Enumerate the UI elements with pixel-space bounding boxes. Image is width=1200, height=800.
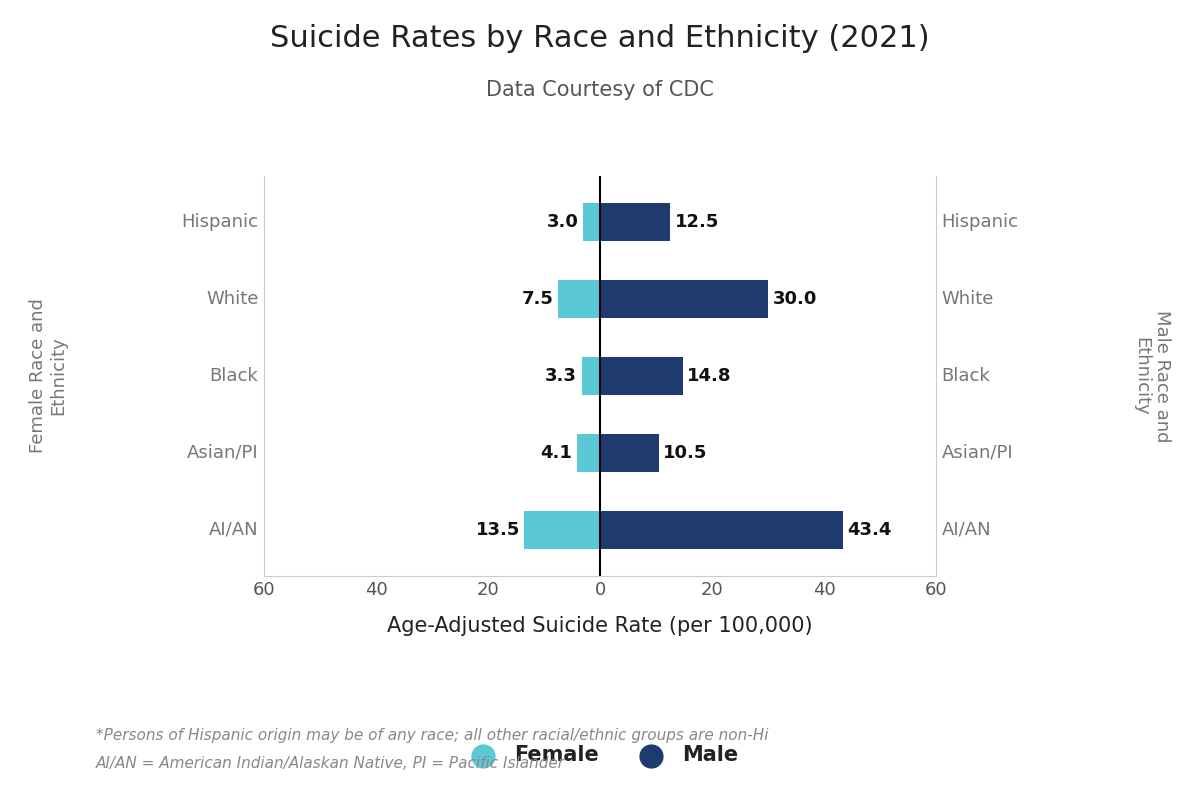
X-axis label: Age-Adjusted Suicide Rate (per 100,000): Age-Adjusted Suicide Rate (per 100,000) (388, 615, 812, 635)
Text: Female Race and
Ethnicity: Female Race and Ethnicity (29, 298, 67, 454)
Text: 13.5: 13.5 (475, 521, 520, 539)
Text: Hispanic: Hispanic (942, 213, 1019, 231)
Bar (582, 357, 600, 395)
Text: *Persons of Hispanic origin may be of any race; all other racial/ethnic groups a: *Persons of Hispanic origin may be of an… (96, 728, 768, 743)
Text: White: White (206, 290, 258, 308)
Text: AI/AN = American Indian/Alaskan Native, PI = Pacific Islander: AI/AN = American Indian/Alaskan Native, … (96, 756, 565, 771)
Text: 43.4: 43.4 (847, 521, 892, 539)
Bar (524, 510, 600, 549)
Text: 3.3: 3.3 (545, 367, 577, 385)
Text: Black: Black (210, 367, 258, 385)
Bar (577, 434, 600, 472)
Text: Black: Black (942, 367, 990, 385)
Text: 12.5: 12.5 (674, 213, 719, 231)
Text: AI/AN: AI/AN (942, 521, 991, 539)
Text: AI/AN: AI/AN (209, 521, 258, 539)
Text: 14.8: 14.8 (688, 367, 732, 385)
Text: Asian/PI: Asian/PI (187, 444, 258, 462)
Bar (583, 203, 600, 242)
Text: 3.0: 3.0 (547, 213, 578, 231)
Bar (600, 203, 670, 242)
Text: White: White (942, 290, 994, 308)
Bar (600, 434, 659, 472)
Text: 10.5: 10.5 (664, 444, 708, 462)
Text: Hispanic: Hispanic (181, 213, 258, 231)
Text: Data Courtesy of CDC: Data Courtesy of CDC (486, 80, 714, 100)
Text: Suicide Rates by Race and Ethnicity (2021): Suicide Rates by Race and Ethnicity (202… (270, 24, 930, 53)
Text: 4.1: 4.1 (541, 444, 572, 462)
Bar (600, 510, 844, 549)
Text: 7.5: 7.5 (522, 290, 553, 308)
Text: Asian/PI: Asian/PI (942, 444, 1013, 462)
Text: 30.0: 30.0 (773, 290, 817, 308)
Bar (600, 280, 768, 318)
Legend: Female, Male: Female, Male (454, 737, 746, 774)
Bar (600, 357, 683, 395)
Text: Male Race and
Ethnicity: Male Race and Ethnicity (1133, 310, 1171, 442)
Bar (558, 280, 600, 318)
